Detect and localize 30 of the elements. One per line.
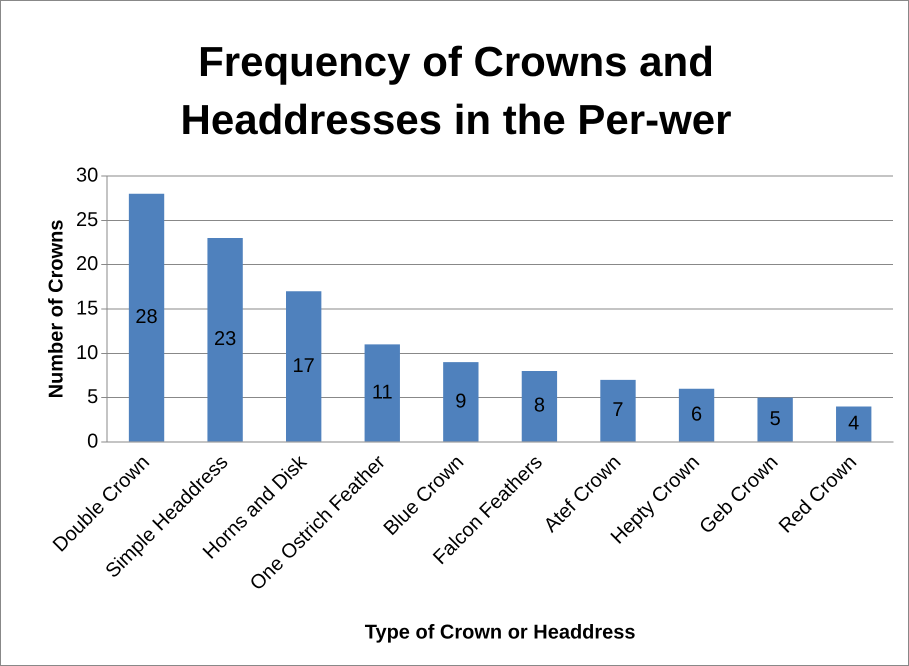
bar xyxy=(836,406,872,442)
bar xyxy=(286,291,322,442)
data-label: 28 xyxy=(135,306,158,328)
data-label: 6 xyxy=(691,404,702,426)
y-tick-label: 15 xyxy=(76,297,98,320)
bar xyxy=(207,238,243,442)
bar xyxy=(678,388,714,442)
data-label: 23 xyxy=(214,328,236,350)
data-label: 8 xyxy=(534,394,545,417)
y-tick-label: 25 xyxy=(76,208,98,231)
bar xyxy=(443,362,479,442)
bar xyxy=(128,194,164,442)
data-label: 17 xyxy=(292,354,315,377)
data-label: 4 xyxy=(848,412,860,434)
x-axis-title: Type of Crown or Headdress xyxy=(364,622,636,644)
y-tick-label: 10 xyxy=(76,342,98,364)
bar xyxy=(600,380,636,442)
y-tick-label: 0 xyxy=(87,430,98,452)
data-label: 7 xyxy=(612,399,624,422)
bar xyxy=(522,371,558,442)
y-axis-title: Number of Crowns xyxy=(46,220,68,398)
y-tick-label: 20 xyxy=(76,253,98,276)
data-label: 11 xyxy=(372,381,393,404)
data-label: 5 xyxy=(770,408,781,430)
data-label: 9 xyxy=(455,390,466,412)
bar xyxy=(364,344,400,442)
bar xyxy=(757,398,793,442)
y-tick-label: 5 xyxy=(87,386,98,408)
y-tick-label: 30 xyxy=(76,164,98,187)
chart-title: Frequency of Crowns and Headdresses in the Per-wer xyxy=(180,37,732,145)
